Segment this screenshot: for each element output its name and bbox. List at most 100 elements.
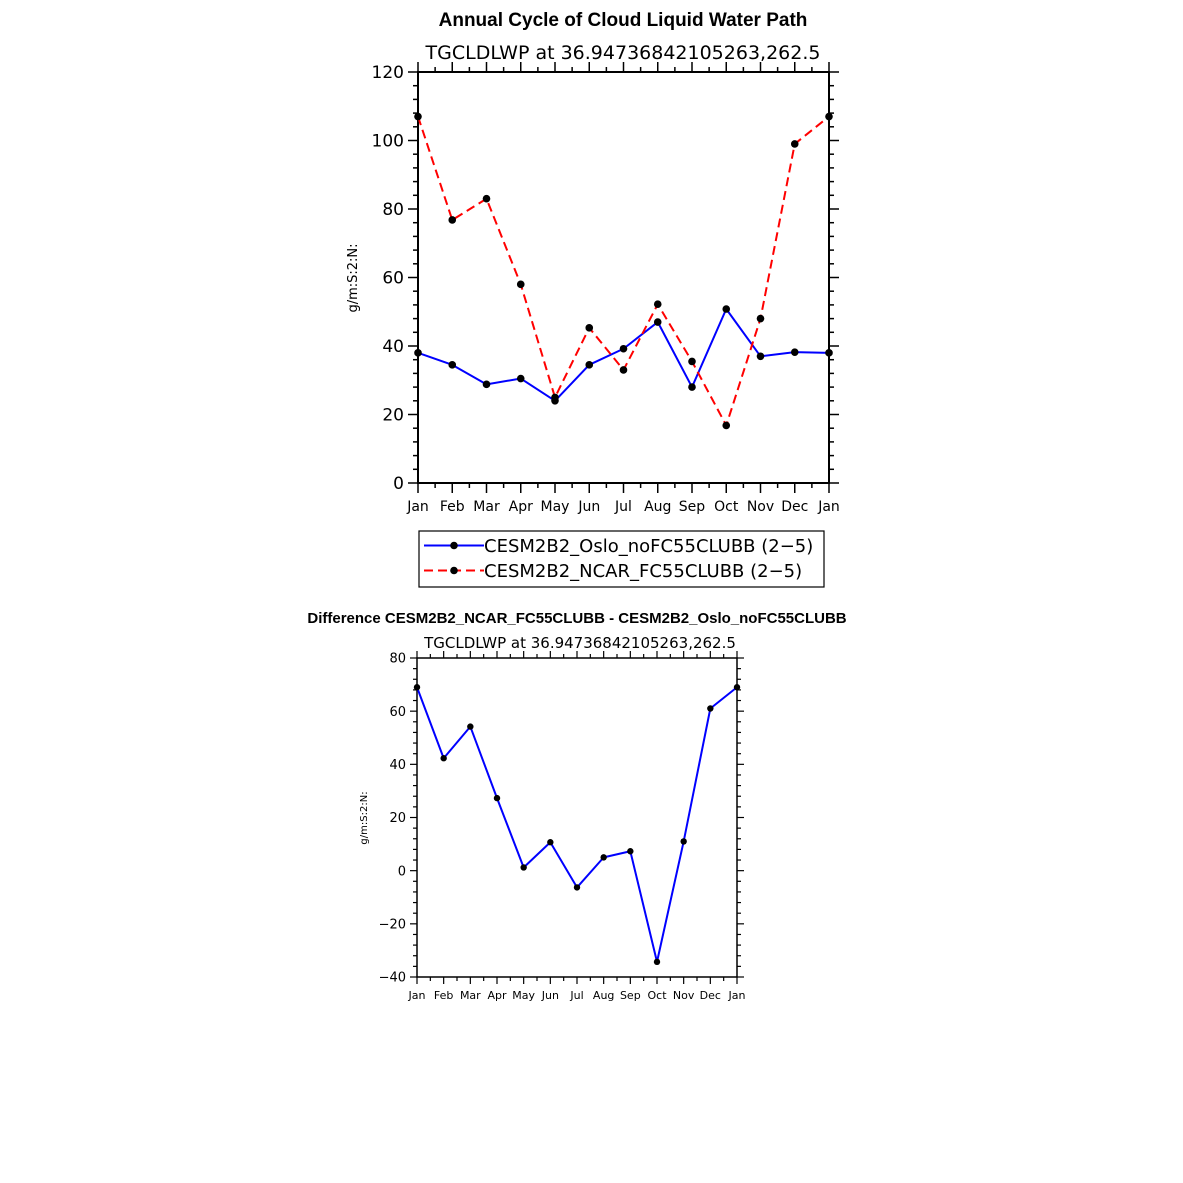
top-chart-title: Annual Cycle of Cloud Liquid Water Path <box>439 10 808 31</box>
series-1-point <box>516 280 525 289</box>
x-tick-label: Mar <box>473 499 500 515</box>
series-0-point <box>520 864 527 871</box>
series-0-point <box>413 684 421 691</box>
x-tick-label: Aug <box>593 989 614 1002</box>
series-0-point <box>585 361 594 369</box>
series-1-point <box>790 140 799 148</box>
series-1-point <box>825 112 833 121</box>
series-0-point <box>627 848 634 855</box>
legend-marker-ncar <box>450 566 458 575</box>
x-tick-label: Dec <box>700 989 721 1002</box>
bottom-chart-subtitle: TGCLDLWP at 36.94736842105263,262.5 <box>423 634 736 652</box>
x-tick-label: Jan <box>728 989 746 1002</box>
x-tick-label: Aug <box>644 499 671 515</box>
y-tick-label: −40 <box>379 971 406 986</box>
x-tick-label: Oct <box>647 989 667 1002</box>
series-0-point <box>493 794 501 802</box>
series-0-point <box>482 380 491 389</box>
top-chart-subtitle: TGCLDLWP at 36.94736842105263,262.5 <box>425 42 821 64</box>
legend-marker-oslo <box>450 541 458 550</box>
top-chart-axes: 0 20 40 60 80 100 120 Jan Feb Mar Apr May Jun Jul Aug S… <box>372 62 840 515</box>
series-0-point <box>573 884 581 891</box>
bottom-chart: Difference CESM2B2_NCAR_FC55CLUBB - CESM… <box>307 610 846 1002</box>
x-tick-label: Apr <box>487 989 507 1002</box>
series-line-0 <box>416 686 738 963</box>
series-0-point <box>733 684 741 691</box>
series-0-point <box>547 839 554 846</box>
series-0-point <box>653 318 662 326</box>
series-0-point <box>688 383 696 391</box>
x-tick-label: Apr <box>509 499 533 515</box>
series-0-point <box>790 348 799 356</box>
series-0-point <box>440 755 447 762</box>
bottom-chart-plot-area <box>413 684 741 966</box>
y-tick-label: 20 <box>389 811 406 826</box>
series-1-point <box>551 393 559 402</box>
y-tick-label: 40 <box>382 337 404 357</box>
top-chart-plot-area <box>414 112 833 430</box>
series-0-point <box>600 854 607 861</box>
series-0-point <box>448 361 457 369</box>
bottom-chart-title: Difference CESM2B2_NCAR_FC55CLUBB - CESM… <box>307 610 846 627</box>
x-tick-label: Oct <box>714 499 739 515</box>
x-tick-label: Mar <box>460 989 481 1002</box>
series-line-1 <box>417 115 830 427</box>
top-chart: Annual Cycle of Cloud Liquid Water Path … <box>346 10 840 588</box>
x-tick-label: Sep <box>620 989 641 1002</box>
series-0-point <box>516 374 525 383</box>
series-0-point <box>825 349 833 357</box>
y-tick-label: 80 <box>382 200 404 220</box>
y-tick-label: 20 <box>382 406 404 426</box>
y-tick-label: 100 <box>372 132 404 152</box>
series-0-point <box>707 705 714 712</box>
top-chart-ylabel: g/m:S:2:N: <box>346 243 361 312</box>
series-1-point <box>756 314 765 323</box>
legend-entry-oslo: CESM2B2_Oslo_noFC55CLUBB (2−5) <box>424 536 813 557</box>
plot-frame <box>417 71 830 484</box>
y-tick-label: 80 <box>389 652 406 667</box>
x-tick-label: Jun <box>541 989 559 1002</box>
x-tick-label: May <box>512 989 535 1002</box>
y-tick-label: 0 <box>393 474 404 494</box>
legend-label-ncar: CESM2B2_NCAR_FC55CLUBB (2−5) <box>484 561 802 582</box>
x-tick-label: Jan <box>817 499 840 515</box>
x-tick-label: May <box>541 499 570 515</box>
series-0-point <box>756 352 765 361</box>
y-tick-label: 60 <box>382 269 404 289</box>
series-1-point <box>585 324 594 332</box>
y-tick-label: 120 <box>372 63 404 83</box>
x-tick-label: Nov <box>673 989 695 1002</box>
series-1-point <box>688 357 696 366</box>
x-tick-label: Feb <box>440 499 465 515</box>
x-tick-label: Jun <box>577 499 600 515</box>
x-tick-label: Jan <box>408 989 426 1002</box>
top-chart-legend: CESM2B2_Oslo_noFC55CLUBB (2−5) CESM2B2_N… <box>418 530 825 588</box>
series-0-point <box>414 349 422 357</box>
bottom-chart-ylabel: g/m:S:2:N: <box>359 791 370 844</box>
legend-box <box>418 530 825 588</box>
x-tick-label: Sep <box>679 499 706 515</box>
x-tick-label: Feb <box>434 989 453 1002</box>
x-tick-label: Nov <box>747 499 774 515</box>
series-0-point <box>653 958 661 966</box>
series-0-point <box>619 344 628 353</box>
series-1-point <box>722 421 731 430</box>
series-1-point <box>619 366 628 374</box>
series-1-point <box>414 112 422 121</box>
series-1-point <box>448 216 457 224</box>
x-tick-label: Dec <box>781 499 808 515</box>
series-1-point <box>653 300 662 309</box>
y-tick-label: 40 <box>389 758 406 773</box>
bottom-chart-axes: −40 −20 0 20 40 60 80 Jan Feb Mar Apr May Jun Jul Aug S… <box>379 651 746 1002</box>
y-tick-label: −20 <box>379 918 406 933</box>
x-tick-label: Jul <box>569 989 583 1002</box>
y-tick-label: 0 <box>398 864 406 879</box>
x-tick-label: Jan <box>406 499 429 515</box>
series-0-point <box>722 305 731 313</box>
legend-entry-ncar: CESM2B2_NCAR_FC55CLUBB (2−5) <box>424 561 802 582</box>
x-tick-label: Jul <box>614 499 632 515</box>
series-0-point <box>467 723 474 730</box>
y-tick-label: 60 <box>389 705 406 720</box>
series-0-point <box>680 838 687 845</box>
